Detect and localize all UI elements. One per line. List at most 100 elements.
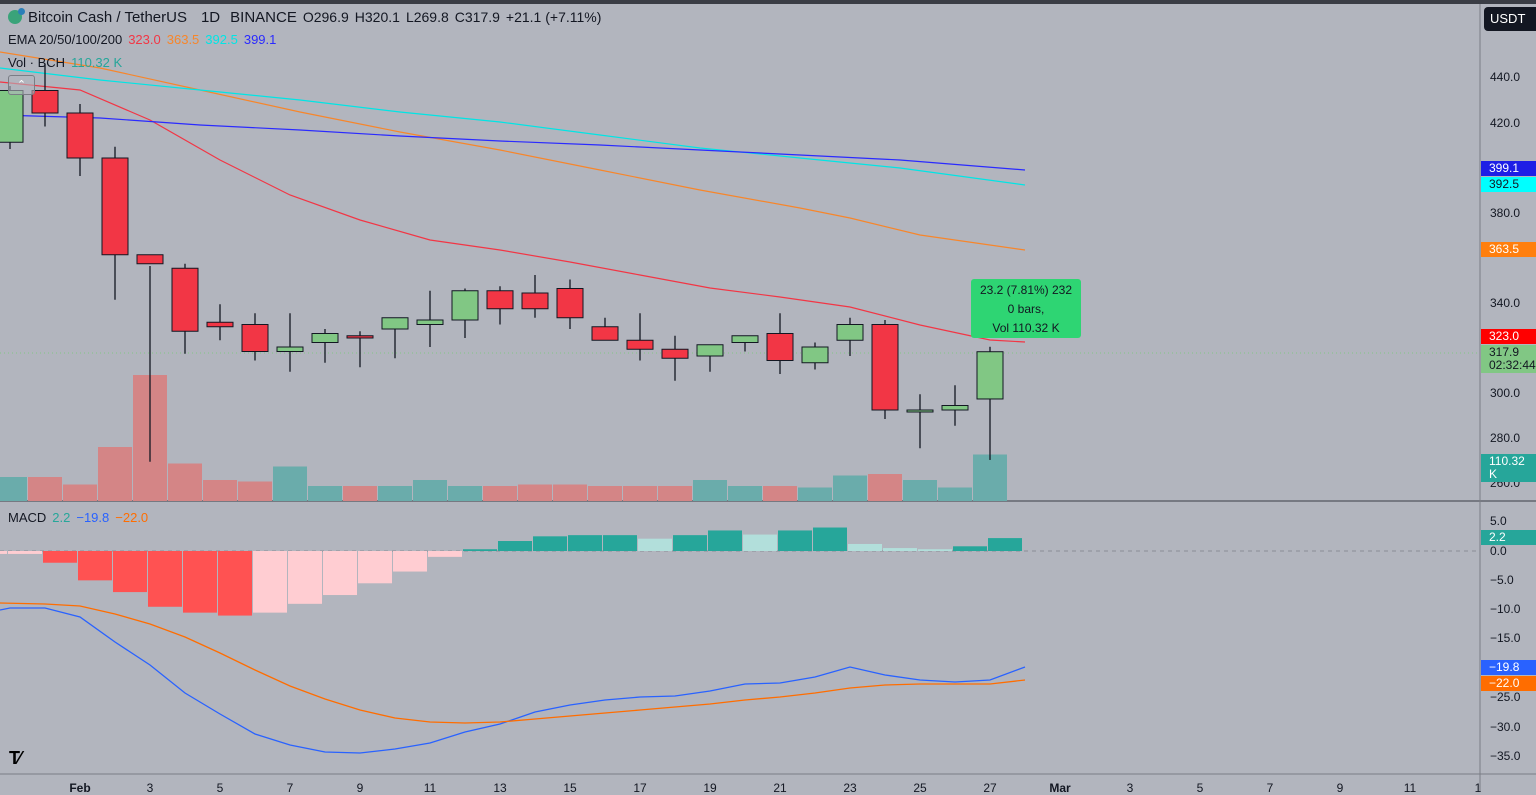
candle bbox=[906, 409, 934, 413]
time-tick: 5 bbox=[1196, 781, 1204, 795]
ema20-badge: 323.0 bbox=[1481, 329, 1536, 344]
volume-bar bbox=[518, 484, 552, 501]
symbol-legend[interactable]: Bitcoin Cash / TetherUS 1D BINANCE O296.9 H3… bbox=[8, 8, 607, 26]
ema50-value: 363.5 bbox=[166, 32, 200, 47]
time-tick: Feb bbox=[69, 781, 91, 795]
volume-legend[interactable]: Vol · BCH 110.32 K bbox=[8, 55, 128, 70]
ema100-badge: 392.5 bbox=[1481, 177, 1536, 192]
currency-label: USDT bbox=[1490, 11, 1526, 26]
volume-bar bbox=[938, 487, 972, 501]
time-tick: 3 bbox=[1126, 781, 1134, 795]
currency-button[interactable]: USDT bbox=[1484, 7, 1536, 31]
time-tick: 5 bbox=[216, 781, 224, 795]
volume-bar bbox=[658, 486, 692, 501]
last-price-badge: 317.9 02:32:44 bbox=[1481, 345, 1536, 373]
macd-hist-bar bbox=[673, 535, 707, 551]
tradingview-logo[interactable]: T⁄ bbox=[9, 748, 21, 768]
last-price: 317.9 bbox=[1489, 345, 1520, 359]
candle bbox=[206, 321, 234, 328]
volume-bar bbox=[448, 486, 482, 501]
macd-tick: −25.0 bbox=[1490, 690, 1521, 704]
ema100-value: 392.5 bbox=[205, 32, 238, 47]
macd-hist-bar bbox=[848, 543, 882, 551]
time-tick: 17 bbox=[633, 781, 647, 795]
bitcoin-cash-icon bbox=[8, 8, 25, 24]
volume-bar bbox=[903, 480, 937, 501]
macd-hist-bar bbox=[183, 551, 217, 613]
candle bbox=[696, 344, 724, 357]
volume-value: 110.32 K bbox=[71, 55, 123, 70]
time-tick: 25 bbox=[913, 781, 927, 795]
candle bbox=[346, 335, 374, 339]
ema50-badge: 363.5 bbox=[1481, 242, 1536, 257]
candle bbox=[276, 346, 304, 352]
macd-hist-bar bbox=[43, 551, 77, 563]
candle bbox=[101, 157, 129, 256]
volume-bar bbox=[0, 477, 27, 501]
macd-tick: −10.0 bbox=[1490, 602, 1521, 616]
ohlc-change: +21.1 (+7.11%) bbox=[505, 9, 602, 25]
candle bbox=[136, 254, 164, 265]
macd-tick: 5.0 bbox=[1490, 514, 1507, 528]
ema200-badge: 399.1 bbox=[1481, 161, 1536, 176]
macd-hist-bar bbox=[148, 551, 182, 607]
macd-hist-bar bbox=[288, 551, 322, 604]
volume-bar bbox=[413, 480, 447, 501]
ohlc-close: C317.9 bbox=[454, 9, 500, 25]
macd-tick: −15.0 bbox=[1490, 631, 1521, 645]
volume-bar bbox=[868, 474, 902, 501]
candle bbox=[486, 290, 514, 310]
price-tick: 340.0 bbox=[1490, 296, 1521, 310]
time-tick: 15 bbox=[563, 781, 577, 795]
bar-countdown: 02:32:44 bbox=[1489, 358, 1536, 372]
macd-legend[interactable]: MACD 2.2 −19.8 −22.0 bbox=[8, 510, 154, 525]
volume-bar bbox=[168, 463, 202, 501]
exchange: BINANCE bbox=[230, 9, 297, 26]
candle bbox=[591, 326, 619, 341]
macd-label: MACD bbox=[8, 510, 47, 525]
volume-bar bbox=[308, 486, 342, 501]
volume-bar bbox=[203, 480, 237, 501]
macd-hist-bar bbox=[743, 534, 777, 551]
ema200-value: 399.1 bbox=[243, 32, 277, 47]
volume-bar bbox=[693, 480, 727, 501]
time-tick: 11 bbox=[423, 781, 437, 795]
macd-line-value: −19.8 bbox=[76, 510, 110, 525]
price-tick: 300.0 bbox=[1490, 386, 1521, 400]
macd-hist-bar bbox=[0, 551, 7, 554]
macd-hist-bar bbox=[778, 530, 812, 551]
ema-lines bbox=[0, 51, 1026, 343]
candle bbox=[451, 290, 479, 321]
interval[interactable]: 1D bbox=[200, 9, 221, 26]
candle bbox=[381, 317, 409, 330]
volume-badge: 110.32 K bbox=[1481, 454, 1536, 482]
ema-legend[interactable]: EMA 20/50/100/200 323.0 363.5 392.5 399.1 bbox=[8, 32, 282, 47]
candle bbox=[871, 324, 899, 411]
macd-hist-bar bbox=[253, 551, 287, 613]
candle bbox=[801, 346, 829, 364]
macd-hist-bar bbox=[568, 535, 602, 551]
symbol-name[interactable]: Bitcoin Cash / TetherUS bbox=[28, 9, 187, 26]
volume-bar bbox=[483, 486, 517, 501]
candle bbox=[31, 90, 59, 114]
time-tick: Mar bbox=[1049, 781, 1071, 795]
macd-hist-badge: 2.2 bbox=[1481, 530, 1536, 545]
macd-hist-bar bbox=[78, 551, 112, 581]
volume-bar bbox=[238, 481, 272, 501]
macd-hist-bar bbox=[498, 541, 532, 551]
macd-tick: −30.0 bbox=[1490, 720, 1521, 734]
time-tick: 23 bbox=[843, 781, 857, 795]
volume-bar bbox=[588, 486, 622, 501]
macd-hist-bar bbox=[113, 551, 147, 593]
candle bbox=[836, 324, 864, 341]
volume-bar bbox=[728, 486, 762, 501]
volume-bar bbox=[28, 477, 62, 501]
time-tick: 9 bbox=[1336, 781, 1344, 795]
volume-bar bbox=[63, 484, 97, 501]
candle bbox=[416, 319, 444, 325]
macd-hist-bar bbox=[603, 535, 637, 551]
collapse-legend-button[interactable]: ⌃ bbox=[8, 75, 35, 95]
candle bbox=[731, 335, 759, 343]
macd-hist-bar bbox=[533, 536, 567, 551]
